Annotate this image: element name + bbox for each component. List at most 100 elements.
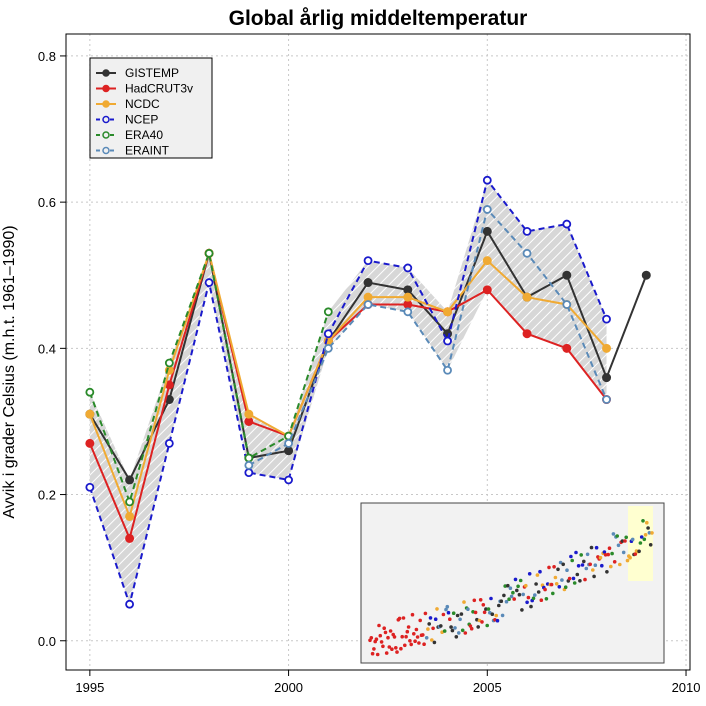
inset-dot — [379, 640, 384, 644]
inset-dot — [641, 519, 645, 523]
inset-dot — [458, 617, 462, 622]
data-point — [363, 300, 373, 309]
inset-dot — [403, 643, 407, 648]
inset-dot — [463, 631, 468, 635]
inset-dot — [484, 607, 488, 611]
inset-dot — [459, 612, 464, 616]
data-point — [363, 278, 373, 288]
x-tick-label: 2000 — [274, 680, 303, 695]
series-line — [248, 207, 608, 467]
inset-dot — [610, 551, 614, 556]
inset-dot — [563, 585, 568, 589]
inset-dot — [580, 563, 585, 567]
inset-dot — [600, 563, 604, 568]
y-axis: 0.0 0.2 0.4 0.6 0.8 — [38, 49, 66, 649]
y-tick-label: 0.0 — [38, 634, 56, 649]
inset-dot — [539, 598, 544, 602]
legend-swatch-marker — [102, 84, 110, 93]
data-point — [244, 409, 254, 419]
inset-dot — [490, 612, 495, 616]
inset-dot — [400, 634, 405, 639]
y-tick-label: 0.2 — [38, 488, 56, 503]
data-point — [522, 248, 532, 258]
inset-dot — [561, 562, 565, 567]
inset-dot — [499, 599, 504, 603]
legend-label: ERA40 — [125, 128, 163, 142]
inset-dot — [392, 635, 397, 639]
inset-dot — [457, 631, 461, 635]
inset-dot — [628, 555, 632, 560]
legend-label: NCDC — [125, 97, 160, 111]
inset-dot — [369, 636, 374, 640]
inset-dot — [582, 559, 586, 564]
data-point — [482, 256, 492, 266]
inset-dot — [571, 576, 576, 581]
inset-dot — [480, 620, 484, 624]
inset-dot — [602, 550, 607, 554]
data-point — [125, 533, 135, 543]
data-point — [244, 453, 254, 463]
inset-dot — [439, 624, 443, 628]
data-point — [602, 373, 612, 383]
inset-dot — [646, 526, 650, 530]
inset-dot — [645, 520, 649, 525]
inset-dot — [637, 549, 641, 554]
inset-dot — [630, 537, 635, 542]
inset-dot — [547, 565, 551, 570]
inset-dot — [421, 633, 425, 637]
inset-dot — [647, 531, 652, 535]
inset-dot — [567, 576, 572, 581]
inset-dot — [383, 630, 388, 635]
inset-dots — [368, 519, 654, 657]
inset-dot — [427, 622, 432, 626]
inset-dot — [603, 553, 608, 557]
inset-dot — [506, 583, 510, 588]
inset-dot — [516, 584, 520, 589]
data-point — [323, 329, 333, 339]
inset-dot — [460, 628, 465, 633]
inset-dot — [468, 624, 473, 628]
data-point — [125, 599, 134, 609]
data-point — [443, 365, 452, 375]
data-point — [482, 285, 492, 295]
inset-dot — [624, 535, 628, 540]
inset-dot — [575, 572, 580, 577]
data-point — [602, 343, 612, 353]
inset-dot — [442, 629, 447, 633]
inset-dot — [579, 553, 583, 557]
data-point — [164, 358, 174, 368]
series-line — [88, 249, 608, 542]
data-point — [204, 248, 214, 258]
y-tick-label: 0.8 — [38, 49, 56, 64]
inset-dot — [633, 552, 638, 556]
inset-dot — [418, 618, 423, 623]
inset-dot — [543, 587, 547, 592]
data-point — [602, 395, 611, 404]
inset-dot — [650, 531, 654, 535]
inset-dot — [500, 613, 505, 618]
inset-dot — [387, 645, 392, 649]
inset-dot — [554, 582, 559, 586]
inset-dot — [535, 573, 540, 577]
legend-swatch-marker — [102, 115, 110, 124]
inset-dot — [417, 641, 421, 645]
inset-dot — [553, 575, 558, 580]
data-point — [323, 343, 333, 353]
x-axis: 1995 2000 2005 2010 — [75, 670, 700, 695]
inset-dot — [609, 564, 613, 569]
inset-dot — [435, 607, 439, 611]
inset-dot — [390, 647, 394, 651]
inset-frame — [360, 502, 665, 664]
series-line — [88, 249, 608, 520]
inset-dot — [570, 558, 574, 563]
inset-dot — [642, 537, 647, 542]
data-point — [85, 409, 95, 419]
inset-dot — [453, 626, 457, 630]
data-point — [85, 482, 95, 492]
data-point — [125, 511, 135, 521]
inset-dot — [618, 562, 622, 567]
inset-dot — [469, 626, 474, 631]
inset-dot — [511, 590, 515, 595]
data-point — [244, 468, 254, 478]
